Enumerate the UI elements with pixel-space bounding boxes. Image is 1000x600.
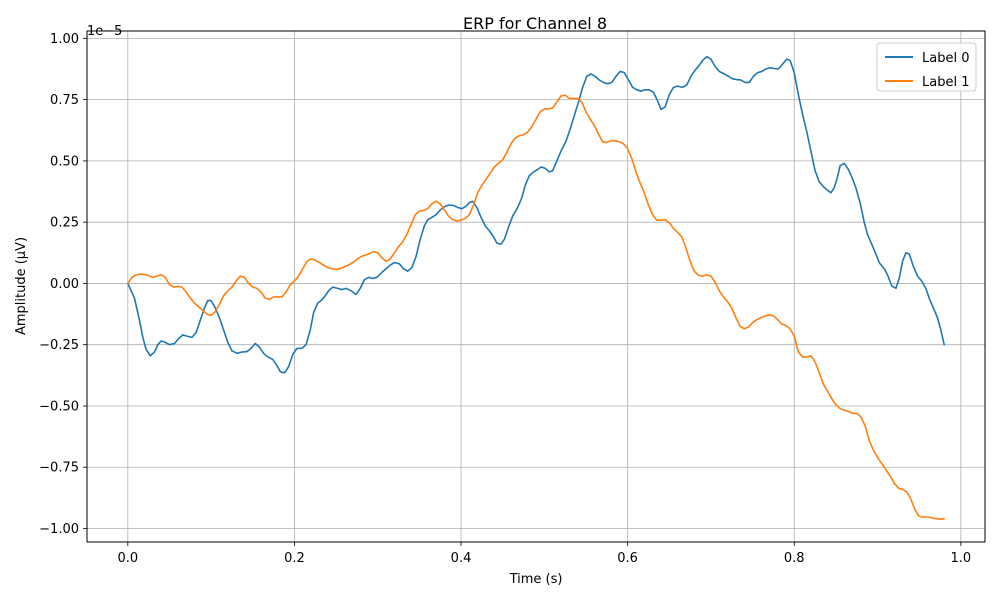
plot-lines <box>127 55 945 521</box>
series-line-label-0 <box>127 55 945 374</box>
x-tick-label: 0.6 <box>617 551 638 566</box>
legend-label-1: Label 1 <box>922 75 969 90</box>
y-tick-label: −0.50 <box>39 399 79 414</box>
y-tick-label: 0.00 <box>50 277 79 292</box>
y-tick-label: −0.25 <box>39 338 79 353</box>
series-line-label-1 <box>127 94 945 521</box>
y-axis-label: Amplitude (µV) <box>14 237 29 335</box>
y-tick-label: 0.50 <box>50 154 79 169</box>
grid <box>87 31 985 542</box>
x-tick-label: 0.2 <box>284 551 305 566</box>
x-axis-label: Time (s) <box>509 572 563 587</box>
chart-title: ERP for Channel 8 <box>463 14 607 33</box>
x-tick-label: 0.8 <box>784 551 805 566</box>
legend-box <box>876 42 977 92</box>
y-tick-label: 0.75 <box>50 93 79 108</box>
y-tick-label: −1.00 <box>39 522 79 537</box>
y-tick-label: 1.00 <box>50 32 79 47</box>
plot-frame <box>86 30 986 543</box>
x-tick-label: 1.0 <box>950 551 971 566</box>
y-tick-label: 0.25 <box>50 216 79 231</box>
x-tick-label: 0.4 <box>451 551 472 566</box>
x-tick-label: 0.0 <box>117 551 138 566</box>
y-axis-ticks: −1.00 −0.75 −0.50 −0.25 0.00 0.25 0.50 0.75 1.00 <box>39 32 87 537</box>
legend: Label 0 Label 1 <box>876 42 977 92</box>
x-axis-ticks: 0.0 0.2 0.4 0.6 0.8 1.0 <box>117 542 971 566</box>
y-tick-label: −0.75 <box>39 461 79 476</box>
legend-label-0: Label 0 <box>922 51 969 66</box>
